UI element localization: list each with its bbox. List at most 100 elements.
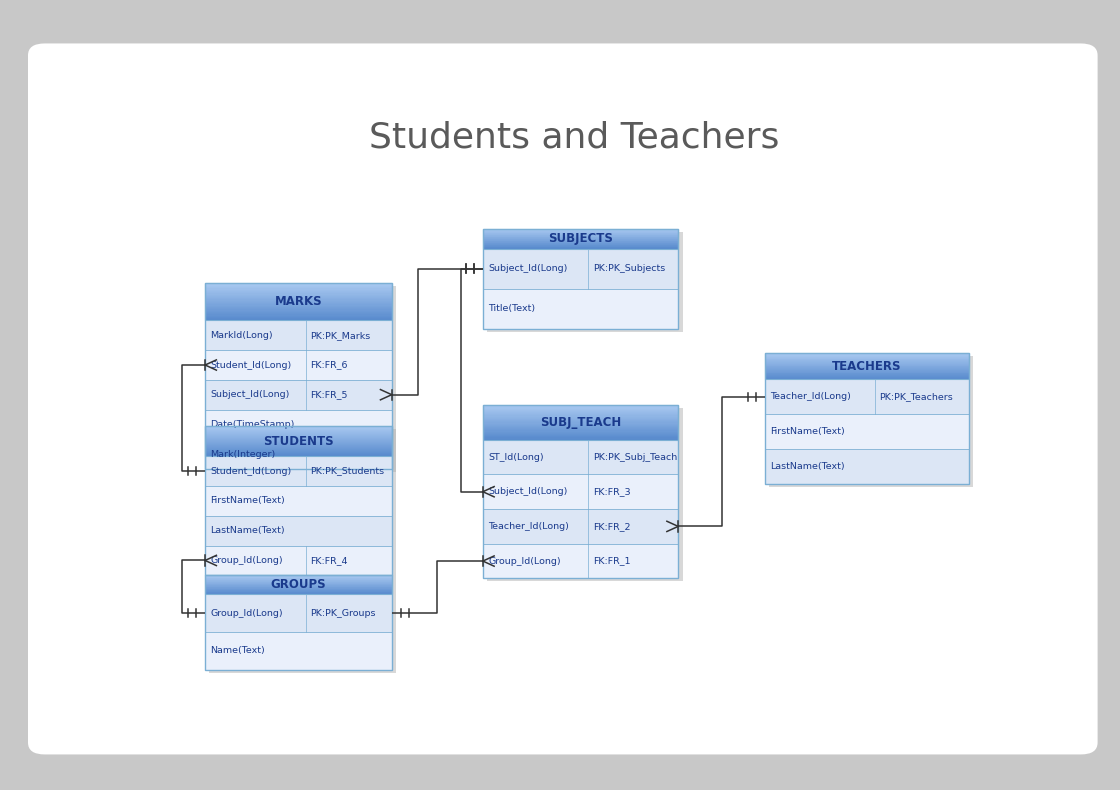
Bar: [483, 289, 678, 329]
Bar: [765, 358, 969, 359]
Bar: [765, 370, 969, 371]
Bar: [205, 450, 392, 451]
Bar: [205, 295, 392, 297]
Text: Subject_Id(Long): Subject_Id(Long): [488, 265, 568, 273]
Bar: [209, 287, 396, 472]
Text: Group_Id(Long): Group_Id(Long): [488, 557, 561, 566]
Bar: [487, 408, 682, 581]
Bar: [483, 414, 678, 416]
Bar: [483, 435, 678, 436]
Text: TEACHERS: TEACHERS: [832, 360, 902, 373]
Bar: [209, 578, 396, 673]
Bar: [205, 307, 392, 308]
Text: PK:PK_Marks: PK:PK_Marks: [310, 331, 371, 340]
Bar: [205, 442, 392, 443]
Text: ST_Id(Long): ST_Id(Long): [488, 453, 543, 461]
Bar: [205, 308, 392, 310]
Bar: [765, 354, 969, 355]
Bar: [483, 405, 678, 440]
Bar: [483, 411, 678, 412]
Bar: [483, 544, 678, 578]
Bar: [205, 453, 392, 454]
Text: Subject_Id(Long): Subject_Id(Long): [488, 487, 568, 496]
Text: Group_Id(Long): Group_Id(Long): [211, 556, 283, 565]
Bar: [765, 450, 969, 484]
Bar: [765, 376, 969, 377]
Bar: [205, 439, 392, 469]
Bar: [483, 431, 678, 433]
Bar: [765, 368, 969, 369]
Text: Students and Teachers: Students and Teachers: [368, 120, 780, 154]
Bar: [765, 369, 969, 370]
Text: PK:PK_Teachers: PK:PK_Teachers: [879, 393, 953, 401]
Bar: [483, 429, 678, 431]
Bar: [209, 430, 396, 578]
Bar: [483, 228, 678, 249]
Text: FirstName(Text): FirstName(Text): [211, 496, 286, 506]
Bar: [205, 303, 392, 304]
Bar: [205, 486, 392, 516]
Bar: [205, 350, 392, 380]
Text: SUBJ_TEACH: SUBJ_TEACH: [540, 416, 622, 429]
Bar: [205, 299, 392, 301]
Bar: [205, 293, 392, 295]
Bar: [483, 418, 678, 419]
Bar: [205, 432, 392, 433]
Text: FirstName(Text): FirstName(Text): [771, 427, 844, 436]
Bar: [765, 362, 969, 363]
Bar: [765, 379, 969, 415]
Bar: [483, 434, 678, 435]
Bar: [205, 286, 392, 287]
Bar: [769, 356, 973, 487]
Text: LastName(Text): LastName(Text): [211, 526, 284, 535]
Bar: [205, 290, 392, 291]
Bar: [483, 420, 678, 421]
Bar: [205, 448, 392, 450]
Bar: [205, 435, 392, 436]
Text: Mark(Integer): Mark(Integer): [211, 450, 276, 458]
Bar: [483, 249, 678, 289]
Text: PK:PK_Subjects: PK:PK_Subjects: [592, 265, 665, 273]
Bar: [765, 361, 969, 362]
Bar: [205, 632, 392, 670]
Bar: [487, 231, 682, 332]
Bar: [483, 509, 678, 544]
Bar: [205, 546, 392, 575]
Text: Name(Text): Name(Text): [211, 646, 265, 655]
Text: MarkId(Long): MarkId(Long): [211, 331, 273, 340]
Bar: [205, 516, 392, 546]
Bar: [483, 413, 678, 414]
Bar: [205, 312, 392, 313]
Bar: [765, 353, 969, 379]
Bar: [483, 406, 678, 408]
Text: FK:FR_3: FK:FR_3: [592, 487, 631, 496]
Bar: [205, 318, 392, 319]
Text: SUBJECTS: SUBJECTS: [548, 232, 613, 245]
Bar: [483, 421, 678, 423]
Bar: [205, 310, 392, 312]
Bar: [483, 423, 678, 425]
Text: LastName(Text): LastName(Text): [771, 462, 844, 471]
Text: PK:PK_Students: PK:PK_Students: [310, 467, 384, 476]
Text: FK:FR_2: FK:FR_2: [592, 522, 631, 531]
Bar: [483, 410, 678, 411]
Bar: [765, 378, 969, 379]
Bar: [483, 405, 678, 406]
Bar: [205, 304, 392, 306]
Bar: [205, 302, 392, 303]
Bar: [205, 301, 392, 302]
Text: PK:PK_Groups: PK:PK_Groups: [310, 608, 375, 618]
Bar: [765, 377, 969, 378]
Bar: [205, 429, 392, 431]
Bar: [205, 298, 392, 299]
Bar: [205, 447, 392, 448]
Bar: [205, 284, 392, 286]
Bar: [205, 436, 392, 437]
Bar: [205, 287, 392, 288]
Bar: [765, 371, 969, 373]
Bar: [765, 366, 969, 367]
Bar: [765, 353, 969, 484]
Bar: [205, 292, 392, 293]
Bar: [483, 427, 678, 428]
Bar: [205, 455, 392, 456]
